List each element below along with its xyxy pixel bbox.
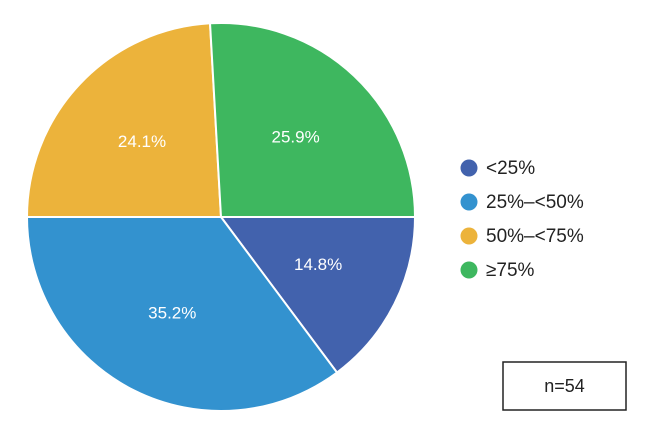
- legend-marker-1: [460, 193, 478, 211]
- sample-size-box: n=54: [502, 361, 627, 411]
- pie-slice-label-3: 25.9%: [272, 128, 320, 147]
- pie-slice-0: [219, 216, 417, 374]
- pie-slice-3: [208, 22, 417, 218]
- pie-slice-2: [25, 22, 223, 218]
- legend-marker-0: [460, 159, 478, 177]
- legend-label-0: <25%: [486, 158, 535, 179]
- pie-slice-label-1: 35.2%: [148, 304, 196, 323]
- pie-slice-1: [25, 216, 339, 412]
- sample-size-label: n=54: [544, 376, 585, 396]
- legend-label-1: 25%–<50%: [486, 192, 584, 213]
- legend-label-2: 50%–<75%: [486, 226, 584, 247]
- sample-size-box-border: [502, 361, 627, 411]
- legend-marker-2: [460, 227, 478, 245]
- legend-marker-3: [460, 261, 478, 279]
- pie-slice-label-0: 14.8%: [294, 255, 342, 274]
- pie-slices: [25, 22, 417, 412]
- legend: <25% 25%–<50% 50%–<75% ≥75%: [460, 158, 584, 281]
- legend-label-3: ≥75%: [486, 260, 535, 281]
- pie-slice-labels: 14.8% 35.2% 24.1% 25.9%: [118, 128, 342, 323]
- pie-slice-label-2: 24.1%: [118, 132, 166, 151]
